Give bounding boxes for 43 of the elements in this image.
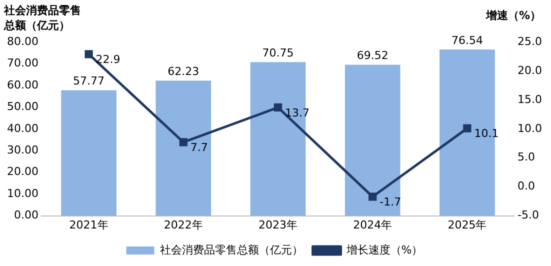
y-tick-label: 50.00 — [6, 100, 38, 114]
x-tick-label: 2022年 — [164, 218, 203, 232]
y2-axis-title: 增速（%） — [486, 8, 541, 23]
y2-tick-label: 10.0 — [518, 122, 542, 135]
y2-tick-label: 25.0 — [518, 34, 542, 48]
bar — [344, 64, 400, 216]
y2-tick-label: -5.0 — [518, 208, 539, 222]
x-tick-label: 2021年 — [69, 218, 108, 232]
point — [463, 124, 472, 132]
point — [179, 138, 188, 146]
data-label: 13.7 — [285, 106, 310, 120]
y2-tick-label: 15.0 — [518, 92, 542, 106]
y-tick-label: 40.00 — [6, 122, 38, 135]
bar — [156, 80, 212, 216]
y-tick-label: 60.00 — [6, 78, 38, 92]
data-label: -1.7 — [380, 196, 402, 209]
data-label: 22.9 — [96, 53, 120, 66]
y-tick-label: 70.00 — [6, 56, 38, 70]
point — [368, 192, 377, 201]
y-axis-title: 社会消费品零售总额（亿元） — [4, 3, 82, 33]
y-tick-label: 20.00 — [6, 165, 38, 178]
data-label: 70.75 — [262, 46, 294, 60]
x-tick-label: 2023年 — [258, 218, 298, 232]
data-label: 57.77 — [73, 74, 105, 88]
data-label: 10.1 — [474, 127, 499, 140]
y2-tick-label: 5.0 — [518, 150, 536, 164]
point — [274, 103, 282, 112]
bar — [61, 90, 116, 216]
y-tick-label: 30.00 — [6, 143, 38, 156]
point — [84, 50, 93, 58]
y-tick-label: 10.00 — [6, 186, 38, 200]
data-label: 69.52 — [356, 49, 388, 62]
x-tick-label: 2025年 — [448, 218, 487, 232]
y-tick-label: 80.00 — [6, 34, 38, 48]
legend-label: 社会消费品零售总额（亿元） — [160, 243, 303, 256]
data-label: 7.7 — [190, 141, 208, 154]
x-tick-label: 2024年 — [353, 218, 392, 232]
y2-tick-label: 20.0 — [518, 64, 542, 77]
y-tick-label: 0.00 — [14, 208, 38, 222]
data-label: 62.23 — [168, 64, 200, 78]
data-label: 76.54 — [451, 34, 483, 47]
y2-tick-label: 0.0 — [518, 180, 536, 193]
legend-label: 增长速度（%） — [345, 243, 423, 256]
